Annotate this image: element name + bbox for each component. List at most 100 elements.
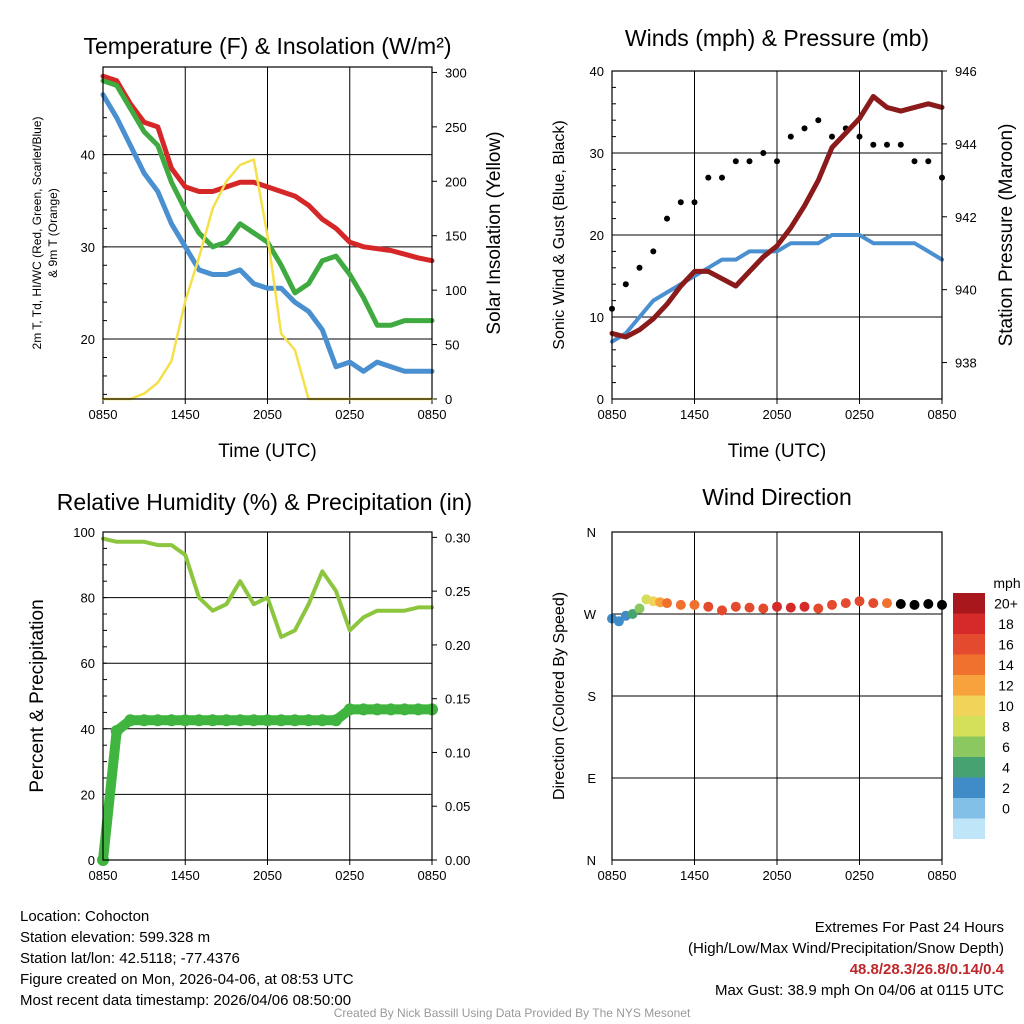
precipitation-point (316, 714, 329, 727)
x-tick-label: 0850 (418, 868, 447, 883)
direction-point (868, 598, 879, 609)
max-gust: Max Gust: 38.9 mph On 04/06 at 0115 UTC (714, 982, 1004, 999)
humidity-panel: Relative Humidity (%) & Precipitation (i… (27, 489, 472, 883)
precipitation-point (398, 703, 411, 716)
direction-point (799, 601, 810, 612)
colorbar-label: 20+ (994, 596, 1018, 612)
gust-point (911, 158, 918, 165)
temperature-ylabel-right: Solar Insolation (Yellow) (484, 131, 505, 334)
extremes-subtitle: (High/Low/Max Wind/Precipitation/Snow De… (688, 940, 1004, 957)
gust-point (884, 141, 890, 148)
direction-point (689, 599, 700, 610)
direction-point (675, 599, 686, 610)
figure-created: Figure created on Mon, 2026-04-06, at 08… (20, 971, 354, 988)
plot-frame (611, 70, 943, 400)
gust-point (705, 174, 712, 181)
direction-point (895, 599, 906, 609)
direction-point (662, 598, 672, 609)
direction-point (758, 603, 769, 614)
extremes-values: 48.8/28.3/26.8/0.14/0.4 (849, 961, 1004, 978)
colorbar-label: 8 (1002, 719, 1010, 735)
x-tick-label: 0850 (418, 407, 447, 422)
y-tick-label-left: 20 (590, 228, 604, 243)
direction-point (613, 616, 624, 627)
winds-panel: Winds (mph) & Pressure (mb) 0850 1450 2050 0… (551, 25, 1017, 462)
gust-point (677, 199, 684, 206)
credit-line: Created By Nick Bassill Using Data Provi… (333, 1006, 691, 1020)
colorbar-swatch (953, 593, 985, 614)
y-tick-label-right: 0.05 (445, 799, 470, 814)
x-tick-label: 1450 (680, 868, 709, 883)
x-tick-label: 0850 (89, 407, 118, 422)
precipitation-point (357, 703, 370, 716)
series-line-2m-t (100, 73, 435, 264)
winds-ylabel-left: Sonic Wind & Gust (Blue, Black) (551, 120, 568, 349)
direction-point (717, 605, 727, 616)
precipitation-point (371, 703, 384, 716)
precipitation-point (412, 703, 425, 716)
y-tick-label-left: N (587, 525, 596, 540)
direction-point (744, 602, 755, 613)
gust-point (870, 141, 877, 148)
direction-point (923, 599, 934, 609)
precipitation-point (206, 714, 219, 727)
series-line-station-pressure (609, 94, 945, 340)
direction-point (785, 602, 796, 613)
y-tick-label-left: E (587, 771, 596, 786)
y-tick-label-left: W (584, 607, 597, 622)
colorbar-swatch (953, 777, 985, 798)
y-tick-label-left: 0 (597, 392, 604, 407)
direction-point (827, 599, 837, 610)
colorbar-swatch (953, 613, 985, 634)
colorbar-swatch (953, 736, 985, 757)
x-tick-label: 1450 (171, 868, 200, 883)
y-tick-label-right: 942 (955, 210, 977, 225)
temperature-panel: Temperature (F) & Insolation (W/m²) 0850 1… (30, 33, 505, 462)
y-tick-label-left: 20 (81, 332, 95, 347)
colorbar-label: 14 (998, 657, 1014, 673)
colorbar-label: 10 (998, 698, 1014, 714)
temperature-xlabel: Time (UTC) (218, 441, 317, 462)
x-tick-label: 2050 (253, 407, 282, 422)
precipitation-point (343, 703, 356, 716)
x-tick-label: 0250 (335, 868, 364, 883)
precipitation-point (275, 714, 288, 727)
precipitation-point (165, 714, 178, 727)
y-tick-label-right: 946 (955, 64, 977, 79)
x-tick-label: 0850 (598, 407, 627, 422)
direction-point (627, 609, 638, 619)
y-tick-label-right: 0.30 (445, 530, 470, 545)
gust-point (691, 199, 698, 206)
recent-timestamp: Most recent data timestamp: 2026/04/06 0… (20, 992, 352, 1009)
temperature-ylabel-line2: & 9m T (Orange) (46, 188, 60, 278)
y-tick-label-right: 0.25 (445, 584, 470, 599)
direction-point (634, 603, 645, 614)
gust-point (650, 248, 657, 255)
gust-point (897, 141, 904, 148)
y-tick-label-right: 300 (445, 65, 467, 80)
gust-point (829, 133, 835, 140)
precipitation-point (261, 714, 274, 727)
x-tick-label: 2050 (253, 868, 282, 883)
direction-point (854, 596, 865, 607)
temperature-ylabel-line1: 2m T, Td, HI/WC (Red, Green, Scarlet/Blu… (30, 117, 44, 350)
extremes-title: Extremes For Past 24 Hours (814, 919, 1004, 936)
series-line-relative-humidity (101, 536, 434, 639)
precipitation-point (302, 714, 315, 727)
precipitation-point (384, 703, 397, 716)
plot-frame (102, 66, 433, 400)
x-tick-label: 2050 (763, 868, 792, 883)
y-tick-label-left: 10 (590, 310, 604, 325)
gust-point (787, 133, 794, 140)
extremes-info: Extremes For Past 24 Hours (High/Low/Max… (688, 917, 1004, 1001)
x-tick-label: 0250 (335, 407, 364, 422)
precipitation-point (247, 714, 260, 727)
x-tick-label: 0850 (928, 407, 957, 422)
y-tick-label-left: 0 (88, 853, 95, 868)
gust-point (664, 215, 670, 222)
y-tick-label-left: 40 (81, 722, 95, 737)
colorbar-label: 12 (998, 678, 1014, 694)
direction-point (772, 601, 782, 612)
y-tick-label-right: 0.20 (445, 638, 470, 653)
